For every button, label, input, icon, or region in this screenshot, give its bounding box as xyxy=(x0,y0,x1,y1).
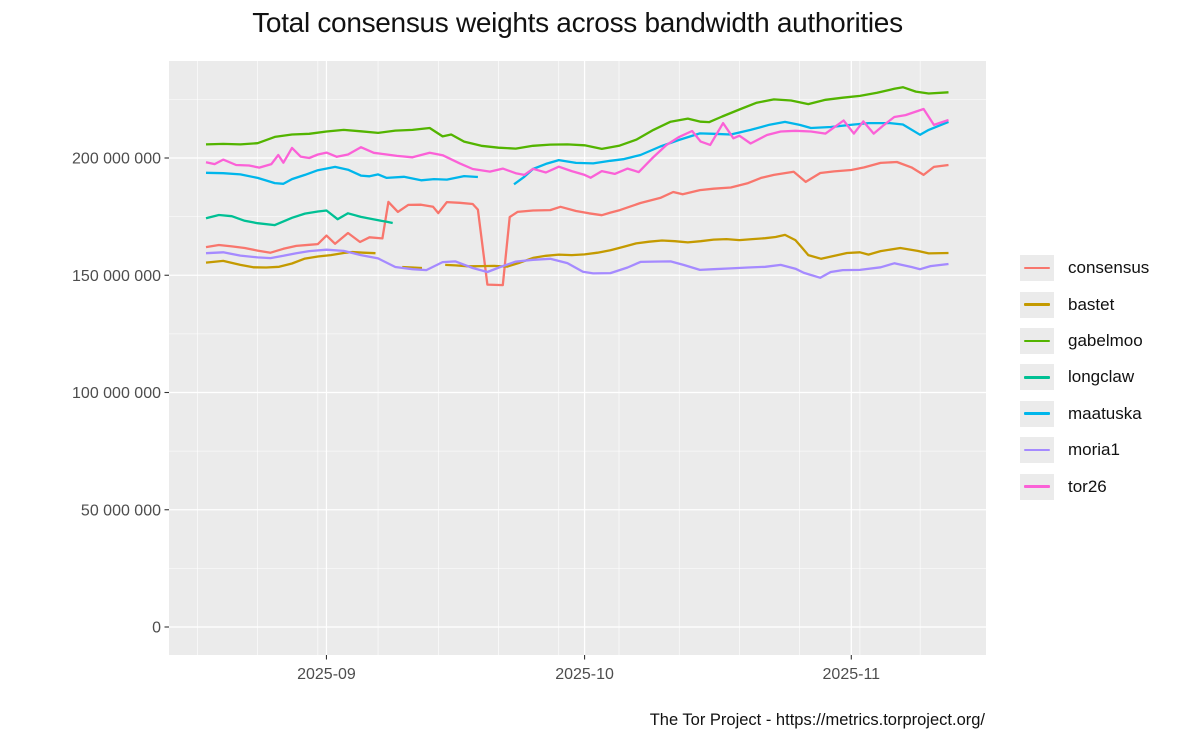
y-tick-label: 50 000 000 xyxy=(81,502,161,519)
legend-key-maatuska xyxy=(1020,400,1054,427)
legend-item-tor26: tor26 xyxy=(1020,468,1149,504)
series-lines xyxy=(205,86,949,287)
legend-item-consensus: consensus xyxy=(1020,250,1149,286)
plot-panel xyxy=(169,61,986,655)
legend-label-maatuska: maatuska xyxy=(1068,403,1142,423)
legend-key-gabelmoo xyxy=(1020,327,1054,354)
series-line-consensus xyxy=(205,160,949,287)
legend: consensus bastet gabelmoo longclaw maatuska m… xyxy=(1020,250,1149,505)
legend-key-line-icon xyxy=(1024,412,1050,416)
legend-label-gabelmoo: gabelmoo xyxy=(1068,330,1143,350)
gridlines xyxy=(169,61,986,655)
legend-item-bastet: bastet xyxy=(1020,286,1149,322)
x-tick-label: 2025-11 xyxy=(823,666,881,683)
legend-key-bastet xyxy=(1020,291,1054,318)
legend-label-longclaw: longclaw xyxy=(1068,367,1135,387)
legend-label-bastet: bastet xyxy=(1068,294,1115,314)
legend-item-gabelmoo: gabelmoo xyxy=(1020,323,1149,359)
y-tick-label: 100 000 000 xyxy=(72,385,161,402)
series-line-tor26 xyxy=(205,107,949,179)
legend-key-line-icon xyxy=(1024,266,1050,270)
legend-label-tor26: tor26 xyxy=(1068,476,1107,496)
legend-item-moria1: moria1 xyxy=(1020,432,1149,468)
x-tick-label: 2025-10 xyxy=(555,666,614,683)
y-tick-label: 150 000 000 xyxy=(72,268,161,285)
legend-key-longclaw xyxy=(1020,364,1054,391)
axis-labels: 0 50 000 000 100 000 000 150 000 000 200 000… xyxy=(72,151,880,684)
series-line-maatuska xyxy=(205,120,949,186)
legend-key-tor26 xyxy=(1020,473,1054,500)
legend-label-consensus: consensus xyxy=(1068,258,1150,278)
y-tick-label: 0 xyxy=(152,620,161,637)
legend-key-line-icon xyxy=(1024,376,1050,379)
legend-key-consensus xyxy=(1020,255,1054,282)
chart-title: Total consensus weights across bandwidth… xyxy=(252,7,903,38)
legend-key-line-icon xyxy=(1024,303,1050,306)
legend-key-moria1 xyxy=(1020,437,1054,464)
legend-item-longclaw: longclaw xyxy=(1020,359,1149,395)
y-tick-label: 200 000 000 xyxy=(72,151,161,168)
attribution-footer: The Tor Project - https://metrics.torpro… xyxy=(649,711,985,729)
series-line-longclaw xyxy=(205,209,393,227)
legend-label-moria1: moria1 xyxy=(1068,440,1120,460)
legend-item-maatuska: maatuska xyxy=(1020,396,1149,432)
x-tick-label: 2025-09 xyxy=(297,666,356,683)
legend-key-line-icon xyxy=(1024,485,1050,488)
series-line-moria1 xyxy=(205,248,949,279)
legend-key-line-icon xyxy=(1024,339,1050,343)
legend-key-line-icon xyxy=(1024,448,1050,452)
axis-ticks xyxy=(164,157,852,660)
series-line-gabelmoo xyxy=(205,86,949,151)
